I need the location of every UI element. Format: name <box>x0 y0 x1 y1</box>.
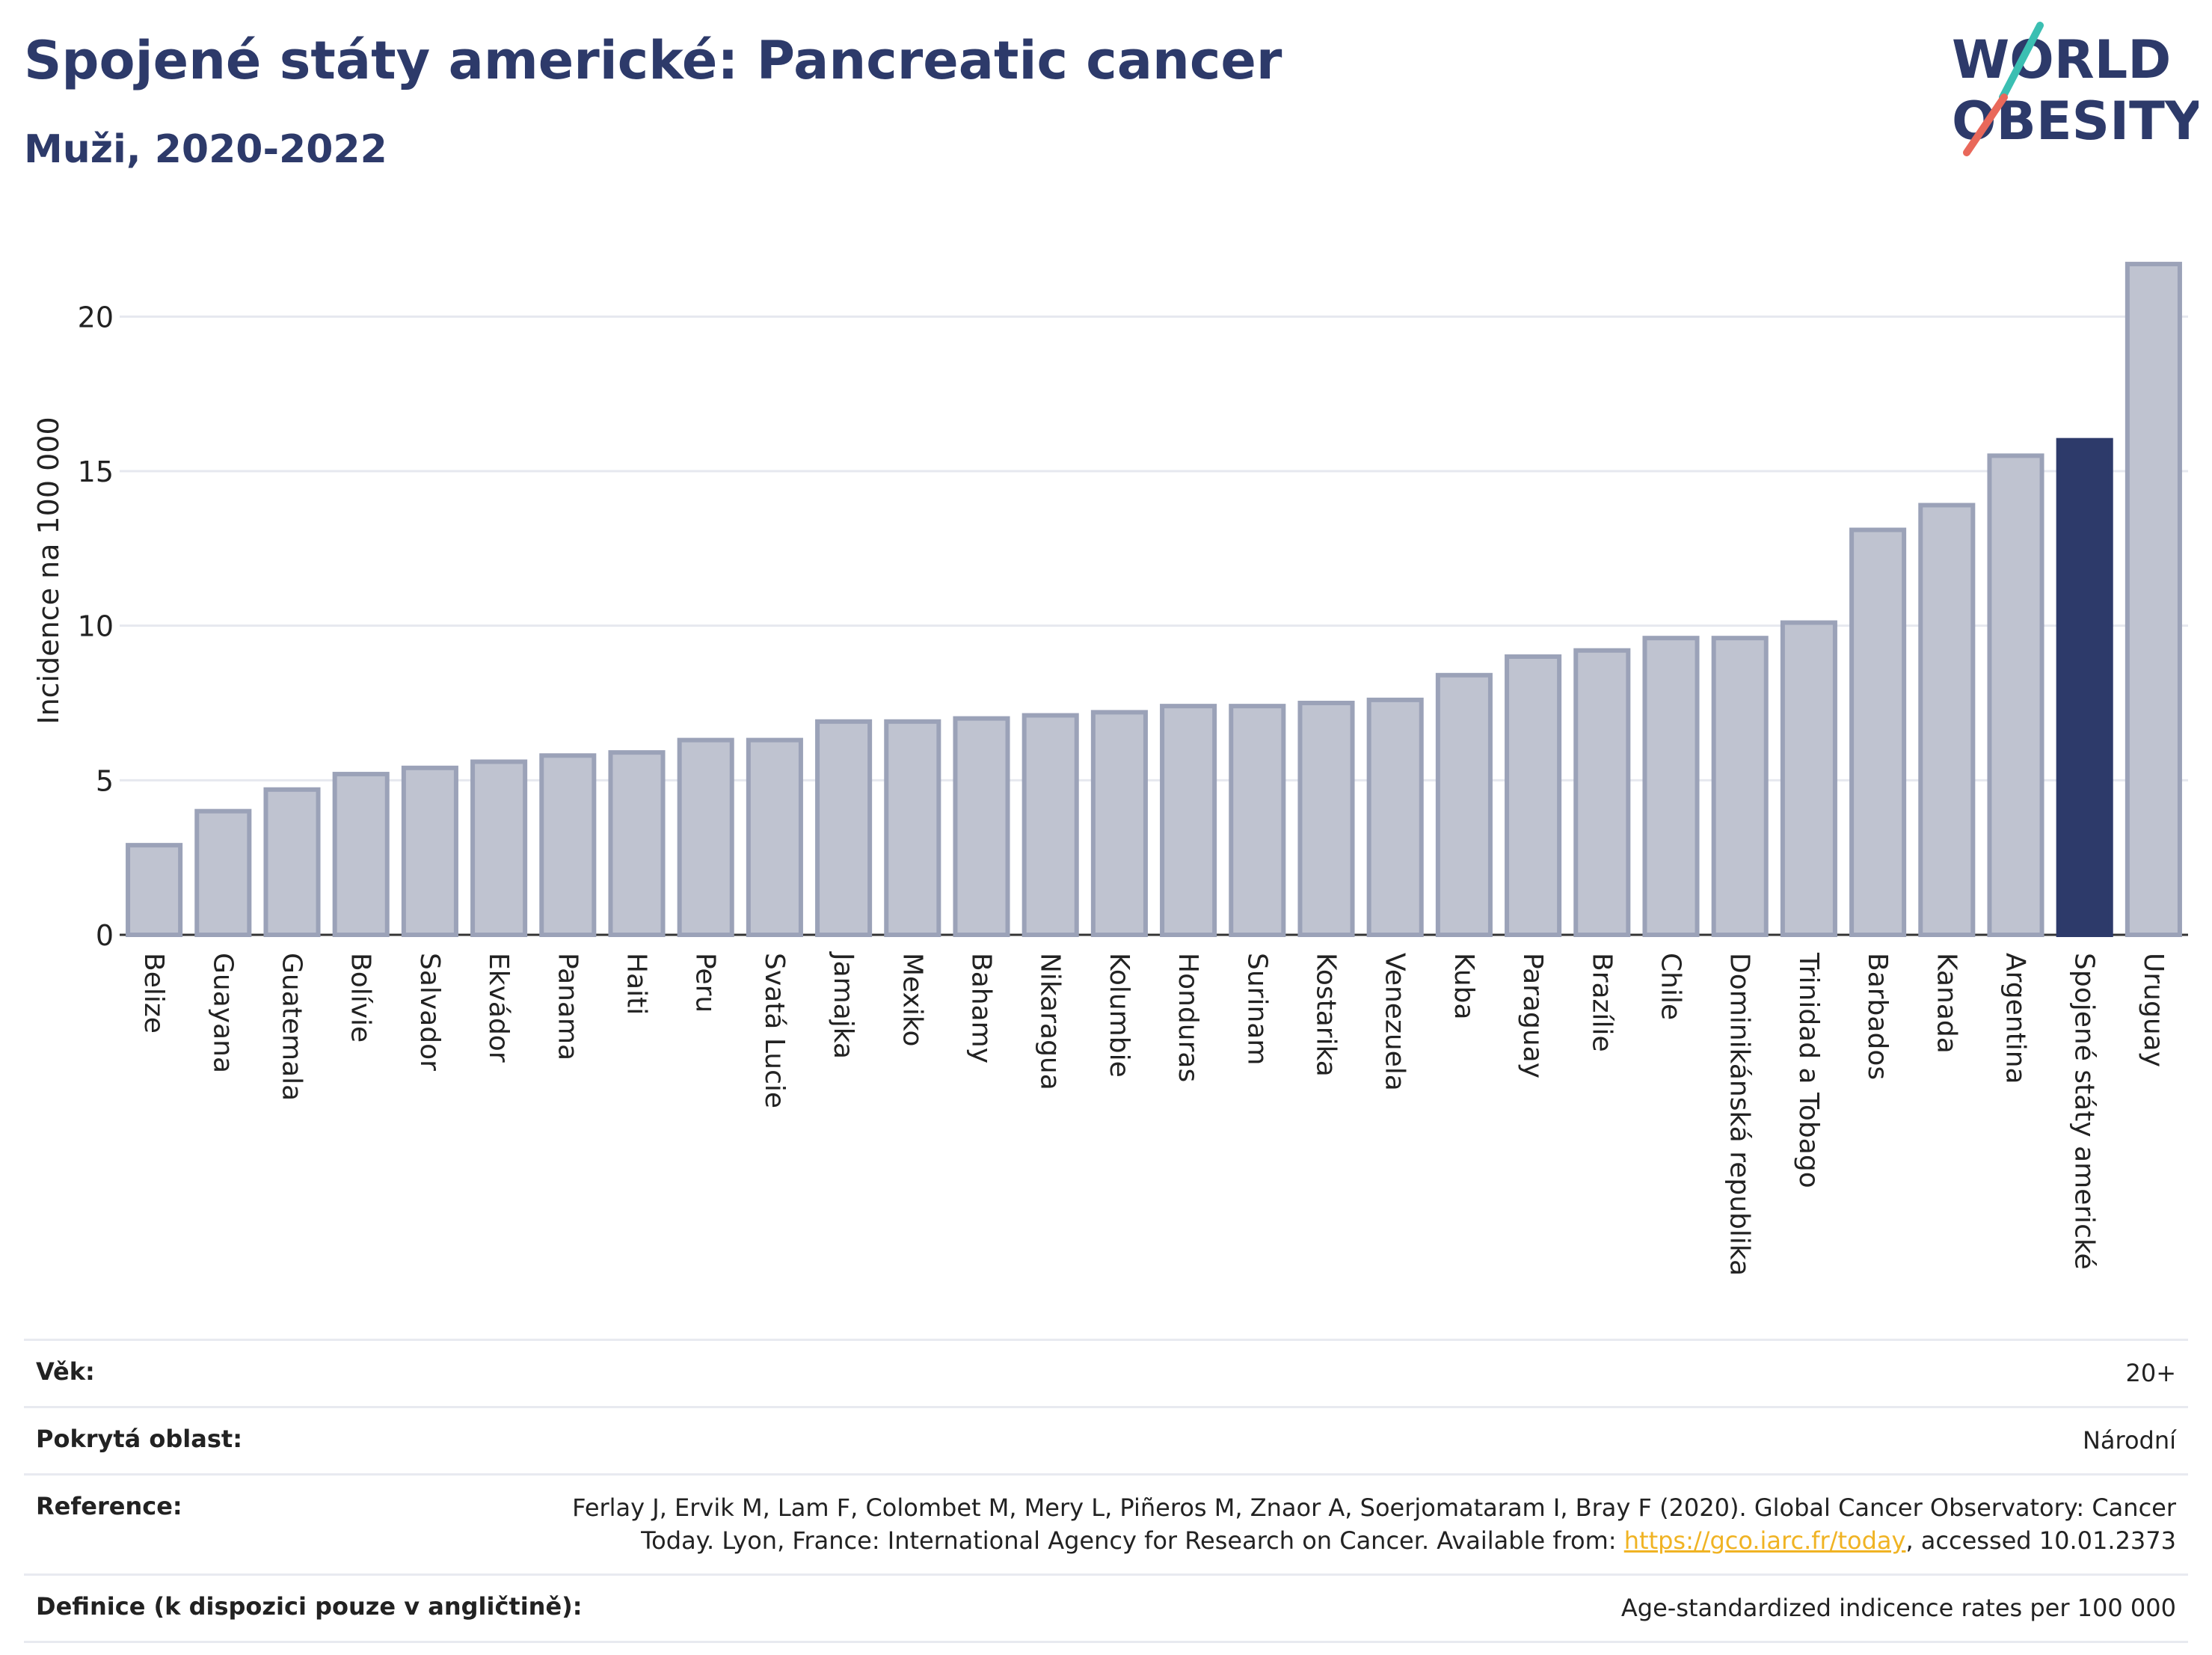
bar[interactable] <box>263 787 321 937</box>
meta-row-age: Věk: 20+ <box>24 1339 2188 1406</box>
y-axis: 0 5 10 15 20 <box>78 301 2188 952</box>
bar[interactable] <box>884 719 941 937</box>
meta-row-reference: Reference: Ferlay J, Ervik M, Lam F, Col… <box>24 1473 2188 1573</box>
x-tick-label: Argentina <box>2000 953 2031 1084</box>
bar[interactable] <box>746 737 803 937</box>
x-tick-label: Surinam <box>1241 953 1272 1065</box>
bar[interactable] <box>1229 704 1286 938</box>
x-tick-label: Nikaragua <box>1035 953 1066 1090</box>
x-tick-label: Venezuela <box>1380 953 1410 1091</box>
x-tick-label: Jamajka <box>828 951 858 1059</box>
bar[interactable] <box>815 719 873 937</box>
x-tick-label: Ekvádor <box>483 953 514 1063</box>
x-tick-label: Mexiko <box>897 953 927 1046</box>
x-tick-label: Dominikánská republika <box>1724 953 1755 1276</box>
bar[interactable] <box>1160 704 1217 938</box>
chart-subtitle: Muži, 2020-2022 <box>24 127 387 172</box>
bar[interactable] <box>126 843 183 937</box>
bar[interactable] <box>1090 710 1148 938</box>
y-tick-label: 15 <box>78 455 114 488</box>
x-tick-label: Uruguay <box>2138 953 2169 1067</box>
bars <box>126 262 2182 938</box>
x-tick-label: Paraguay <box>1517 953 1548 1078</box>
bar[interactable] <box>608 750 666 938</box>
bar-chart: 0 5 10 15 20 Belize Guayana Guatemala Bolívie Sa… <box>32 262 2188 1276</box>
coverage-label: Pokrytá oblast: <box>36 1425 242 1454</box>
bar[interactable] <box>539 753 597 937</box>
y-tick-label: 0 <box>96 919 114 952</box>
metadata-table: Věk: 20+ Pokrytá oblast: Národní Referen… <box>24 1339 2188 1643</box>
bar[interactable] <box>1435 672 1493 937</box>
x-tick-label: Svatá Lucie <box>759 953 790 1108</box>
reference-link[interactable]: https://gco.iarc.fr/today <box>1623 1526 1906 1555</box>
bar[interactable] <box>1780 620 1837 937</box>
bar[interactable] <box>470 759 528 937</box>
x-tick-label: Trinidad a Tobago <box>1793 952 1824 1188</box>
world-obesity-logo: WORLD OBESITY <box>1952 22 2199 156</box>
chart-title: Spojené státy americké: Pancreatic cance… <box>24 30 1282 91</box>
x-tick-label: Belize <box>138 953 169 1034</box>
x-tick-label: Bahamy <box>966 953 997 1063</box>
x-axis-labels: Belize Guayana Guatemala Bolívie Salvador Ekv… <box>138 951 2169 1276</box>
bar[interactable] <box>332 772 390 937</box>
reference-text: Ferlay J, Ervik M, Lam F, Colombet M, Me… <box>572 1493 2176 1555</box>
bar[interactable] <box>1297 701 1355 937</box>
reference-suffix: , accessed 10.01.2373 <box>1905 1526 2176 1555</box>
y-tick-label: 10 <box>78 610 114 643</box>
bar[interactable] <box>1505 654 1562 937</box>
logo-text-world: WORLD <box>1952 29 2171 90</box>
bar[interactable] <box>1642 636 1700 937</box>
x-tick-label: Salvador <box>414 953 445 1071</box>
meta-row-definition: Definice (k dispozici pouze v angličtině… <box>24 1573 2188 1643</box>
x-tick-label: Barbados <box>1862 953 1893 1080</box>
bar[interactable] <box>401 765 458 938</box>
x-tick-label: Panama <box>552 953 583 1060</box>
age-value: 20+ <box>2125 1359 2176 1387</box>
x-tick-label: Haiti <box>621 953 652 1015</box>
x-tick-label: Chile <box>1656 953 1686 1020</box>
x-tick-label: Kostarika <box>1311 953 1342 1077</box>
bar[interactable] <box>1366 697 1424 937</box>
x-tick-label: Honduras <box>1173 953 1203 1082</box>
meta-row-coverage: Pokrytá oblast: Národní <box>24 1406 2188 1473</box>
reference-value: Ferlay J, Ervik M, Lam F, Colombet M, Me… <box>568 1492 2176 1556</box>
bar[interactable] <box>1987 453 2044 937</box>
x-tick-label: Spojené státy americké <box>2069 953 2100 1270</box>
x-tick-label: Kanada <box>1931 953 1961 1054</box>
bar[interactable] <box>2125 262 2182 938</box>
bar[interactable] <box>953 716 1010 938</box>
gridlines <box>120 315 2188 782</box>
bar[interactable] <box>194 808 252 937</box>
bar[interactable] <box>1021 713 1079 937</box>
logo-slash-teal <box>1999 22 2044 101</box>
definition-value: Age-standardized indicence rates per 100… <box>1620 1593 2176 1622</box>
x-tick-label: Brazílie <box>1586 953 1617 1052</box>
y-tick-label: 20 <box>78 301 114 334</box>
y-tick-label: 5 <box>96 764 114 797</box>
bar[interactable] <box>1918 503 1976 937</box>
bar[interactable] <box>1711 636 1769 937</box>
logo-text-obesity: OBESITY <box>1952 90 2199 152</box>
bar[interactable] <box>677 737 734 937</box>
x-tick-label: Guayana <box>207 953 238 1073</box>
coverage-value: Národní <box>2082 1426 2176 1455</box>
logo-slash-coral <box>1963 93 2008 156</box>
x-tick-label: Peru <box>690 953 721 1013</box>
x-tick-label: Guatemala <box>277 953 307 1101</box>
definition-label: Definice (k dispozici pouze v angličtině… <box>36 1591 583 1621</box>
age-label: Věk: <box>36 1357 95 1386</box>
bar[interactable] <box>1573 648 1631 937</box>
x-tick-label: Bolívie <box>345 953 376 1043</box>
reference-label: Reference: <box>36 1492 182 1521</box>
x-tick-label: Kolumbie <box>1104 953 1134 1078</box>
y-axis-label: Incidence na 100 000 <box>32 417 65 724</box>
bar[interactable] <box>1849 527 1907 937</box>
bar[interactable] <box>2056 437 2113 937</box>
x-tick-label: Kuba <box>1448 953 1479 1020</box>
